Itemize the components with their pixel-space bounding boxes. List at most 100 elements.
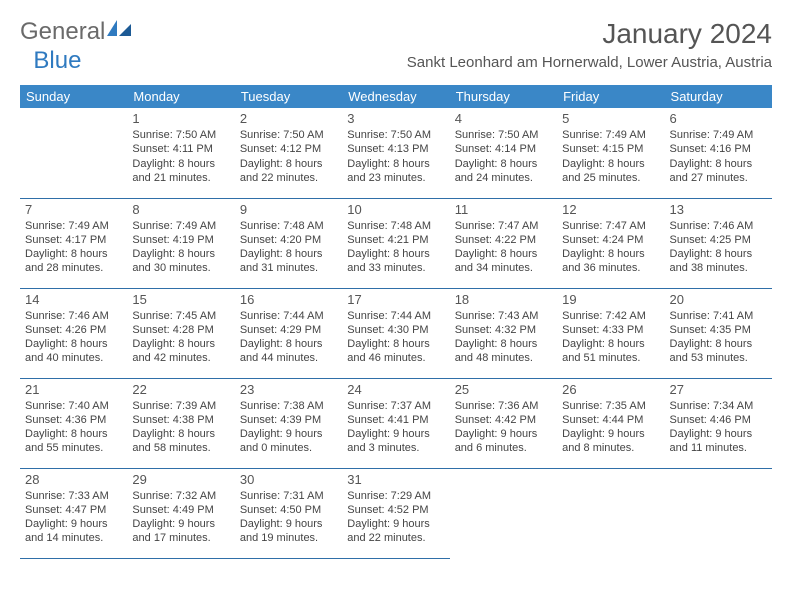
daylight-line-1: Daylight: 8 hours — [25, 427, 122, 441]
daylight-line-1: Daylight: 9 hours — [240, 517, 337, 531]
daylight-line-1: Daylight: 8 hours — [455, 157, 552, 171]
sunrise-line: Sunrise: 7:44 AM — [347, 309, 444, 323]
daylight-line-1: Daylight: 8 hours — [670, 337, 767, 351]
sunrise-line: Sunrise: 7:44 AM — [240, 309, 337, 323]
calendar-cell: 26Sunrise: 7:35 AMSunset: 4:44 PMDayligh… — [557, 378, 664, 468]
calendar-cell: 25Sunrise: 7:36 AMSunset: 4:42 PMDayligh… — [450, 378, 557, 468]
sunset-line: Sunset: 4:11 PM — [132, 142, 229, 156]
calendar-cell — [557, 468, 664, 558]
sunset-line: Sunset: 4:21 PM — [347, 233, 444, 247]
calendar-row: 7Sunrise: 7:49 AMSunset: 4:17 PMDaylight… — [20, 198, 772, 288]
daylight-line-2: and 58 minutes. — [132, 441, 229, 455]
weekday-header: Friday — [557, 85, 664, 108]
daylight-line-2: and 21 minutes. — [132, 171, 229, 185]
sunset-line: Sunset: 4:39 PM — [240, 413, 337, 427]
calendar-cell: 11Sunrise: 7:47 AMSunset: 4:22 PMDayligh… — [450, 198, 557, 288]
daylight-line-1: Daylight: 9 hours — [347, 427, 444, 441]
sunset-line: Sunset: 4:28 PM — [132, 323, 229, 337]
calendar-table: SundayMondayTuesdayWednesdayThursdayFrid… — [20, 85, 772, 559]
sunset-line: Sunset: 4:29 PM — [240, 323, 337, 337]
sunrise-line: Sunrise: 7:40 AM — [25, 399, 122, 413]
daylight-line-2: and 22 minutes. — [240, 171, 337, 185]
daylight-line-1: Daylight: 8 hours — [455, 337, 552, 351]
daylight-line-2: and 6 minutes. — [455, 441, 552, 455]
day-number: 25 — [455, 382, 552, 397]
calendar-header-row: SundayMondayTuesdayWednesdayThursdayFrid… — [20, 85, 772, 108]
daylight-line-1: Daylight: 9 hours — [25, 517, 122, 531]
sunset-line: Sunset: 4:22 PM — [455, 233, 552, 247]
sunset-line: Sunset: 4:24 PM — [562, 233, 659, 247]
sunset-line: Sunset: 4:42 PM — [455, 413, 552, 427]
calendar-cell: 3Sunrise: 7:50 AMSunset: 4:13 PMDaylight… — [342, 108, 449, 198]
sunset-line: Sunset: 4:52 PM — [347, 503, 444, 517]
daylight-line-2: and 14 minutes. — [25, 531, 122, 545]
daylight-line-2: and 25 minutes. — [562, 171, 659, 185]
sunset-line: Sunset: 4:46 PM — [670, 413, 767, 427]
daylight-line-1: Daylight: 8 hours — [240, 247, 337, 261]
day-number: 26 — [562, 382, 659, 397]
calendar-cell: 20Sunrise: 7:41 AMSunset: 4:35 PMDayligh… — [665, 288, 772, 378]
day-number: 13 — [670, 202, 767, 217]
sunrise-line: Sunrise: 7:50 AM — [347, 128, 444, 142]
day-number: 1 — [132, 111, 229, 126]
daylight-line-1: Daylight: 8 hours — [240, 337, 337, 351]
sunrise-line: Sunrise: 7:50 AM — [455, 128, 552, 142]
day-number: 24 — [347, 382, 444, 397]
daylight-line-2: and 33 minutes. — [347, 261, 444, 275]
daylight-line-1: Daylight: 8 hours — [562, 337, 659, 351]
day-number: 7 — [25, 202, 122, 217]
calendar-row: 21Sunrise: 7:40 AMSunset: 4:36 PMDayligh… — [20, 378, 772, 468]
daylight-line-2: and 19 minutes. — [240, 531, 337, 545]
daylight-line-2: and 22 minutes. — [347, 531, 444, 545]
sunrise-line: Sunrise: 7:33 AM — [25, 489, 122, 503]
day-number: 30 — [240, 472, 337, 487]
daylight-line-1: Daylight: 8 hours — [240, 157, 337, 171]
weekday-header: Wednesday — [342, 85, 449, 108]
daylight-line-1: Daylight: 8 hours — [132, 337, 229, 351]
day-number: 3 — [347, 111, 444, 126]
sunrise-line: Sunrise: 7:48 AM — [240, 219, 337, 233]
weekday-header: Saturday — [665, 85, 772, 108]
calendar-cell — [450, 468, 557, 558]
sunrise-line: Sunrise: 7:29 AM — [347, 489, 444, 503]
daylight-line-2: and 8 minutes. — [562, 441, 659, 455]
calendar-cell — [20, 108, 127, 198]
sunset-line: Sunset: 4:47 PM — [25, 503, 122, 517]
sunrise-line: Sunrise: 7:39 AM — [132, 399, 229, 413]
calendar-cell: 15Sunrise: 7:45 AMSunset: 4:28 PMDayligh… — [127, 288, 234, 378]
logo-text-blue: Blue — [33, 47, 81, 75]
calendar-cell: 17Sunrise: 7:44 AMSunset: 4:30 PMDayligh… — [342, 288, 449, 378]
daylight-line-2: and 17 minutes. — [132, 531, 229, 545]
daylight-line-2: and 42 minutes. — [132, 351, 229, 365]
sunrise-line: Sunrise: 7:42 AM — [562, 309, 659, 323]
daylight-line-2: and 34 minutes. — [455, 261, 552, 275]
day-number: 5 — [562, 111, 659, 126]
sunset-line: Sunset: 4:20 PM — [240, 233, 337, 247]
sunset-line: Sunset: 4:26 PM — [25, 323, 122, 337]
daylight-line-1: Daylight: 9 hours — [132, 517, 229, 531]
calendar-cell: 4Sunrise: 7:50 AMSunset: 4:14 PMDaylight… — [450, 108, 557, 198]
daylight-line-2: and 11 minutes. — [670, 441, 767, 455]
sunrise-line: Sunrise: 7:34 AM — [670, 399, 767, 413]
sunset-line: Sunset: 4:50 PM — [240, 503, 337, 517]
calendar-cell: 18Sunrise: 7:43 AMSunset: 4:32 PMDayligh… — [450, 288, 557, 378]
sunrise-line: Sunrise: 7:49 AM — [562, 128, 659, 142]
daylight-line-2: and 3 minutes. — [347, 441, 444, 455]
sunrise-line: Sunrise: 7:50 AM — [240, 128, 337, 142]
daylight-line-1: Daylight: 8 hours — [347, 157, 444, 171]
calendar-cell: 7Sunrise: 7:49 AMSunset: 4:17 PMDaylight… — [20, 198, 127, 288]
daylight-line-2: and 0 minutes. — [240, 441, 337, 455]
day-number: 23 — [240, 382, 337, 397]
day-number: 29 — [132, 472, 229, 487]
daylight-line-2: and 44 minutes. — [240, 351, 337, 365]
calendar-cell: 29Sunrise: 7:32 AMSunset: 4:49 PMDayligh… — [127, 468, 234, 558]
logo-text-general: General — [20, 18, 105, 46]
daylight-line-1: Daylight: 8 hours — [25, 247, 122, 261]
daylight-line-2: and 28 minutes. — [25, 261, 122, 275]
daylight-line-1: Daylight: 9 hours — [670, 427, 767, 441]
day-number: 15 — [132, 292, 229, 307]
sunrise-line: Sunrise: 7:36 AM — [455, 399, 552, 413]
day-number: 2 — [240, 111, 337, 126]
day-number: 12 — [562, 202, 659, 217]
daylight-line-1: Daylight: 9 hours — [240, 427, 337, 441]
